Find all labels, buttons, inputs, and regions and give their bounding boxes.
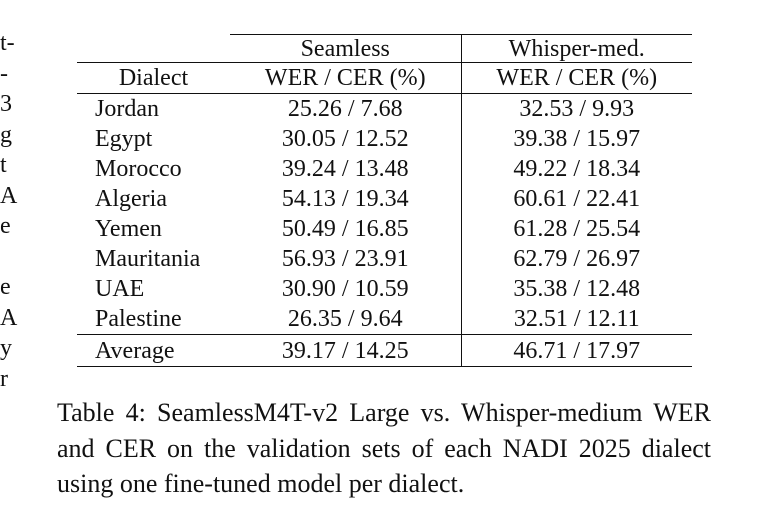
table-row: Egypt 30.05 / 12.52 39.38 / 15.97 [77,124,692,154]
column-header-seamless-metric: WER / CER (%) [230,62,461,94]
table-row: Mauritania 56.93 / 23.91 62.79 / 26.97 [77,244,692,274]
fragment-line: e [0,213,11,239]
group-header-whisper: Whisper-med. [460,34,692,63]
dialect-cell: Mauritania [95,246,201,272]
left-column-text-fragments: t- - 3 g t A e e A y r [0,28,20,394]
dialect-cell: Algeria [95,186,167,212]
average-row: Average 39.17 / 14.25 46.71 / 17.97 [77,334,692,367]
dialect-cell: Morocco [95,156,182,182]
fragment-line: A [0,304,18,331]
fragment-line [0,242,20,273]
seamless-cell: 50.49 / 16.85 [281,216,409,242]
whisper-cell: 35.38 / 12.48 [460,274,692,304]
table-row: UAE 30.90 / 10.59 35.38 / 12.48 [77,274,692,304]
group-header-row: Seamless Whisper-med. [77,34,692,63]
whisper-cell: 39.38 / 15.97 [460,124,692,154]
dialect-cell: Palestine [95,306,182,332]
fragment-line: e [0,274,11,300]
table-caption: Table 4: SeamlessM4T-v2 Large vs. Whispe… [57,398,711,498]
dialect-cell: UAE [95,276,145,302]
column-header-whisper-metric: WER / CER (%) [460,62,692,94]
seamless-cell: 26.35 / 9.64 [287,306,403,332]
whisper-cell: 62.79 / 26.97 [460,244,692,274]
fragment-line: r [0,365,8,392]
seamless-cell: 30.05 / 12.52 [281,126,409,152]
fragment-line: A [0,182,18,209]
whisper-cell: 61.28 / 25.54 [460,214,692,244]
seamless-cell: 39.24 / 13.48 [281,156,409,182]
seamless-cell: 54.13 / 19.34 [281,186,409,212]
results-table: Seamless Whisper-med. Dialect WER / CER … [77,34,692,367]
fragment-line: 3 [0,91,12,117]
table-row: Algeria 54.13 / 19.34 60.61 / 22.41 [77,184,692,214]
average-seamless: 39.17 / 14.25 [230,334,461,367]
whisper-cell: 32.53 / 9.93 [460,93,692,124]
fragment-line: t- [0,30,15,56]
whisper-cell: 32.51 / 12.11 [460,304,692,335]
dialect-cell: Jordan [95,96,159,122]
average-whisper: 46.71 / 17.97 [460,334,692,367]
fragment-line: - [0,60,8,87]
fragment-line: t [0,152,7,178]
whisper-cell: 60.61 / 22.41 [460,184,692,214]
table-row: Yemen 50.49 / 16.85 61.28 / 25.54 [77,214,692,244]
seamless-cell: 25.26 / 7.68 [287,96,403,122]
dialect-cell: Egypt [95,126,153,152]
average-label: Average [77,334,230,367]
fragment-line: y [0,335,12,361]
table-row: Palestine 26.35 / 9.64 32.51 / 12.11 [77,304,692,335]
table-row: Jordan 25.26 / 7.68 32.53 / 9.93 [77,93,692,124]
dialect-cell: Yemen [95,216,162,242]
group-header-seamless: Seamless [230,34,461,63]
column-header-dialect: Dialect [77,62,230,94]
empty-corner [77,35,230,63]
table-row: Morocco 39.24 / 13.48 49.22 / 18.34 [77,154,692,184]
seamless-cell: 30.90 / 10.59 [281,276,409,302]
column-header-row: Dialect WER / CER (%) WER / CER (%) [77,62,692,94]
fragment-line: g [0,121,12,148]
whisper-cell: 49.22 / 18.34 [460,154,692,184]
seamless-cell: 56.93 / 23.91 [281,246,409,272]
